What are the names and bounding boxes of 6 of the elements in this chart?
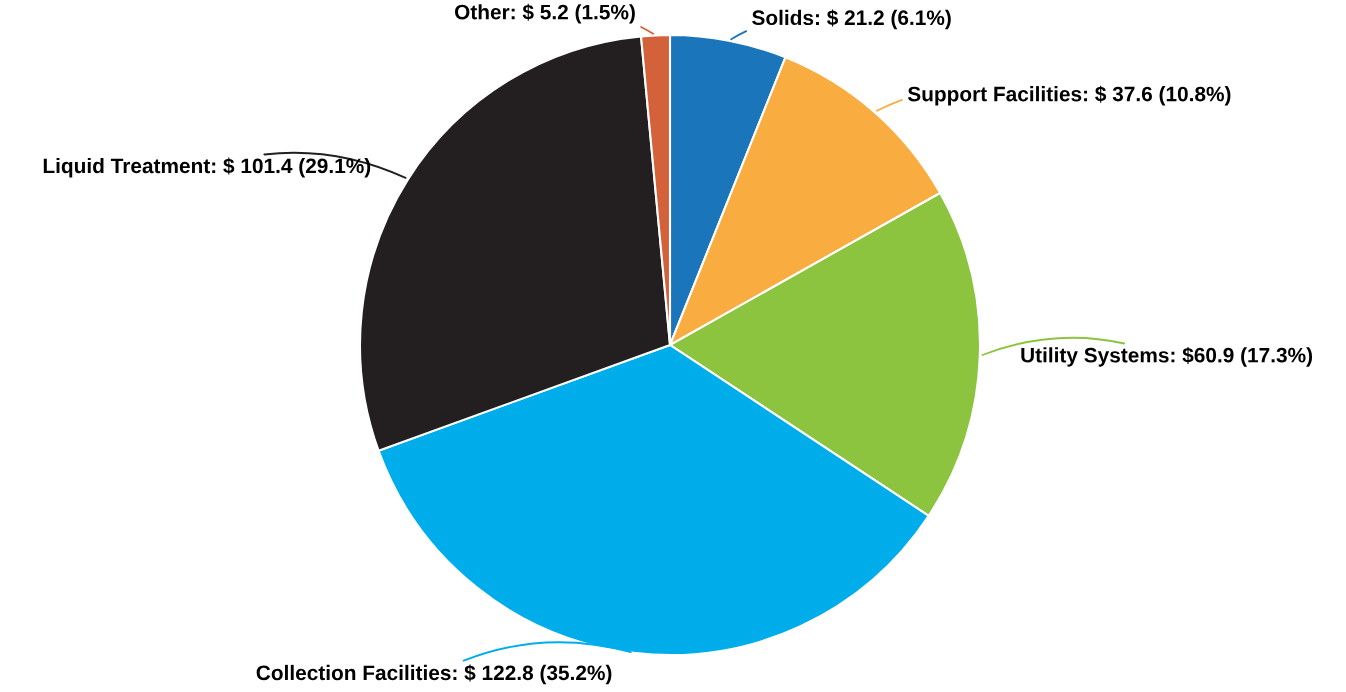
slice-label: Utility Systems: $60.9 (17.3%)	[1021, 346, 1313, 367]
slice-label: Collection Facilities: $ 122.8 (35.2%)	[256, 664, 612, 685]
slice-label: Liquid Treatment: $ 101.4 (29.1%)	[43, 157, 371, 178]
slice-label: Solids: $ 21.2 (6.1%)	[752, 9, 951, 30]
slice-label: Support Facilities: $ 37.6 (10.8%)	[907, 85, 1231, 106]
slice-label: Other: $ 5.2 (1.5%)	[454, 3, 635, 24]
